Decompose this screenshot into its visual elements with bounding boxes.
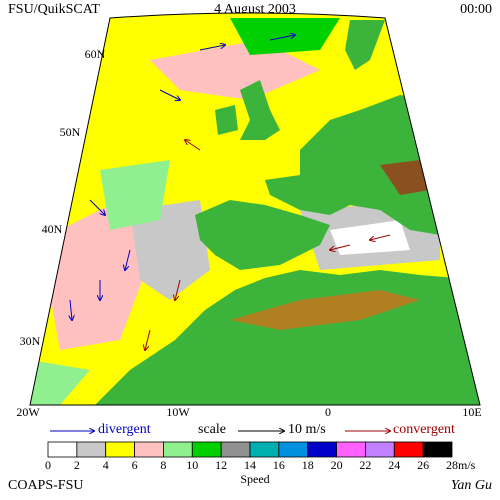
colorbar-box [365, 441, 395, 458]
colorbar-box [163, 441, 193, 458]
footer-left: COAPS-FSU [8, 478, 83, 493]
colorbar-box [422, 441, 453, 458]
colorbar-label: 8 [160, 458, 166, 472]
colorbar-label: 16 [273, 458, 285, 472]
lon-label: 0 [325, 405, 331, 419]
colorbar-label: 18 [302, 458, 314, 472]
colorbar-box [336, 441, 366, 458]
colorbar-box [278, 441, 309, 458]
colorbar: 0 2 4 6 8 10 12 14 16 18 20 22 24 26 28 [45, 441, 458, 472]
colorbar-label: 28 [446, 458, 458, 472]
colorbar-title: Speed [240, 472, 269, 486]
colorbar-label: 22 [359, 458, 371, 472]
colorbar-box [220, 441, 251, 458]
colorbar-unit: m/s [458, 458, 476, 472]
colorbar-label: 0 [45, 458, 51, 472]
colorbar-label: 10 [186, 458, 198, 472]
header-time: 00:00 [460, 2, 492, 17]
lon-label: 10W [166, 405, 190, 419]
colorbar-label: 12 [215, 458, 227, 472]
lat-label: 40N [42, 222, 63, 236]
footer-right: Yan Gu [451, 478, 492, 493]
colorbar-label: 14 [244, 458, 256, 472]
colorbar-label: 4 [103, 458, 109, 472]
colorbar-label: 6 [132, 458, 138, 472]
scale-value: 10 m/s [288, 422, 326, 437]
lon-label: 10E [462, 405, 481, 419]
colorbar-box [134, 441, 164, 458]
lon-label: 20W [16, 405, 40, 419]
map [30, 13, 480, 405]
colorbar-label: 20 [331, 458, 343, 472]
colorbar-box [393, 441, 424, 458]
colorbar-label: 26 [417, 458, 429, 472]
colorbar-box [249, 441, 280, 458]
lat-label: 50N [60, 125, 81, 139]
convergent-label: convergent [393, 422, 455, 437]
colorbar-box [76, 441, 107, 458]
colorbar-box [105, 441, 135, 458]
lat-label: 30N [20, 334, 41, 348]
colorbar-box [191, 441, 222, 458]
divergent-label: divergent [98, 422, 151, 437]
colorbar-box [307, 441, 337, 458]
scale-label: scale [198, 422, 226, 437]
lat-label: 60N [85, 47, 106, 61]
colorbar-label: 2 [74, 458, 80, 472]
map-frame [29, 12, 481, 406]
header-title: FSU/QuikSCAT [8, 2, 100, 17]
colorbar-box [47, 441, 78, 458]
colorbar-label: 24 [388, 458, 400, 472]
